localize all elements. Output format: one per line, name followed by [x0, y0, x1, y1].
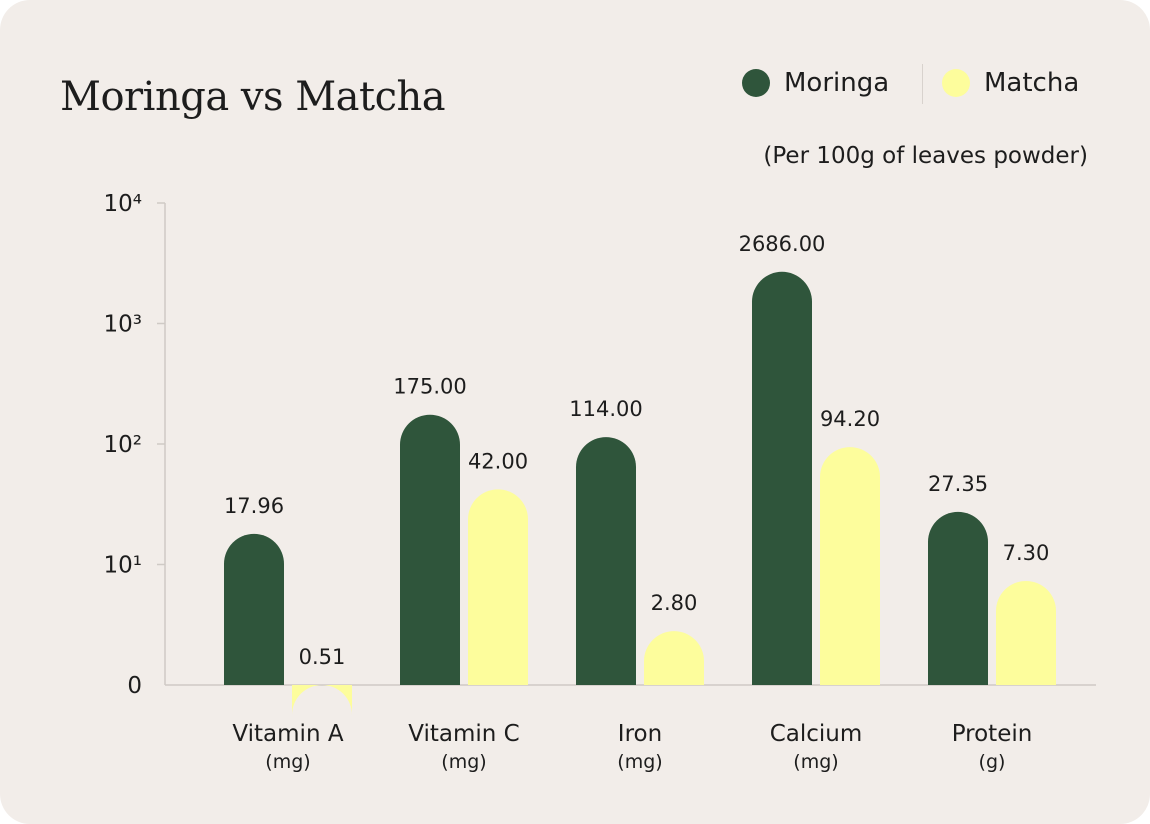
y-tick-label: 10⁴: [104, 191, 143, 217]
legend-label-moringa: Moringa: [784, 68, 890, 98]
x-tick-label: Vitamin A: [232, 721, 343, 747]
data-label-matcha: 7.30: [1003, 541, 1050, 565]
bar-matcha: [820, 447, 880, 685]
legend-item-moringa: Moringa: [742, 62, 889, 104]
data-label-moringa: 175.00: [393, 375, 466, 399]
data-label-matcha: 94.20: [820, 407, 880, 431]
data-label-matcha: 0.51: [299, 645, 346, 669]
x-tick-unit: (mg): [441, 751, 486, 773]
x-tick-label: Protein: [952, 721, 1033, 747]
legend-swatch-moringa: [742, 69, 770, 97]
chart-title: Moringa vs Matcha: [60, 74, 446, 120]
data-label-matcha: 42.00: [468, 449, 528, 473]
bar-moringa: [400, 414, 460, 685]
x-tick-unit: (mg): [793, 751, 838, 773]
bar-moringa: [224, 533, 284, 685]
bar-matcha: [644, 631, 704, 685]
bar-matcha: [292, 685, 352, 715]
x-tick-label: Calcium: [770, 721, 863, 747]
x-tick-label: Vitamin C: [408, 721, 519, 747]
bar-matcha: [468, 489, 528, 685]
data-label-moringa: 2686.00: [739, 232, 826, 256]
bar-matcha: [996, 580, 1056, 685]
legend-divider: [922, 64, 923, 104]
x-tick-unit: (mg): [617, 751, 662, 773]
y-tick-label: 10³: [104, 312, 143, 338]
legend-label-matcha: Matcha: [984, 68, 1080, 98]
x-tick-unit: (mg): [265, 751, 310, 773]
data-label-moringa: 114.00: [569, 397, 642, 421]
legend-swatch-matcha: [942, 69, 970, 97]
data-label-moringa: 17.96: [224, 494, 284, 518]
data-label-moringa: 27.35: [928, 472, 988, 496]
x-tick-label: Iron: [618, 721, 662, 747]
y-tick-label: 0: [127, 673, 142, 699]
legend-item-matcha: Matcha: [942, 62, 1079, 104]
data-label-matcha: 2.80: [651, 591, 698, 615]
chart-subtitle: (Per 100g of leaves powder): [763, 143, 1088, 169]
bar-moringa: [928, 511, 988, 685]
bar-moringa: [752, 271, 812, 685]
x-tick-unit: (g): [979, 751, 1006, 773]
y-tick-label: 10²: [104, 432, 143, 458]
y-tick-label: 10¹: [104, 553, 143, 579]
bar-moringa: [576, 437, 636, 685]
